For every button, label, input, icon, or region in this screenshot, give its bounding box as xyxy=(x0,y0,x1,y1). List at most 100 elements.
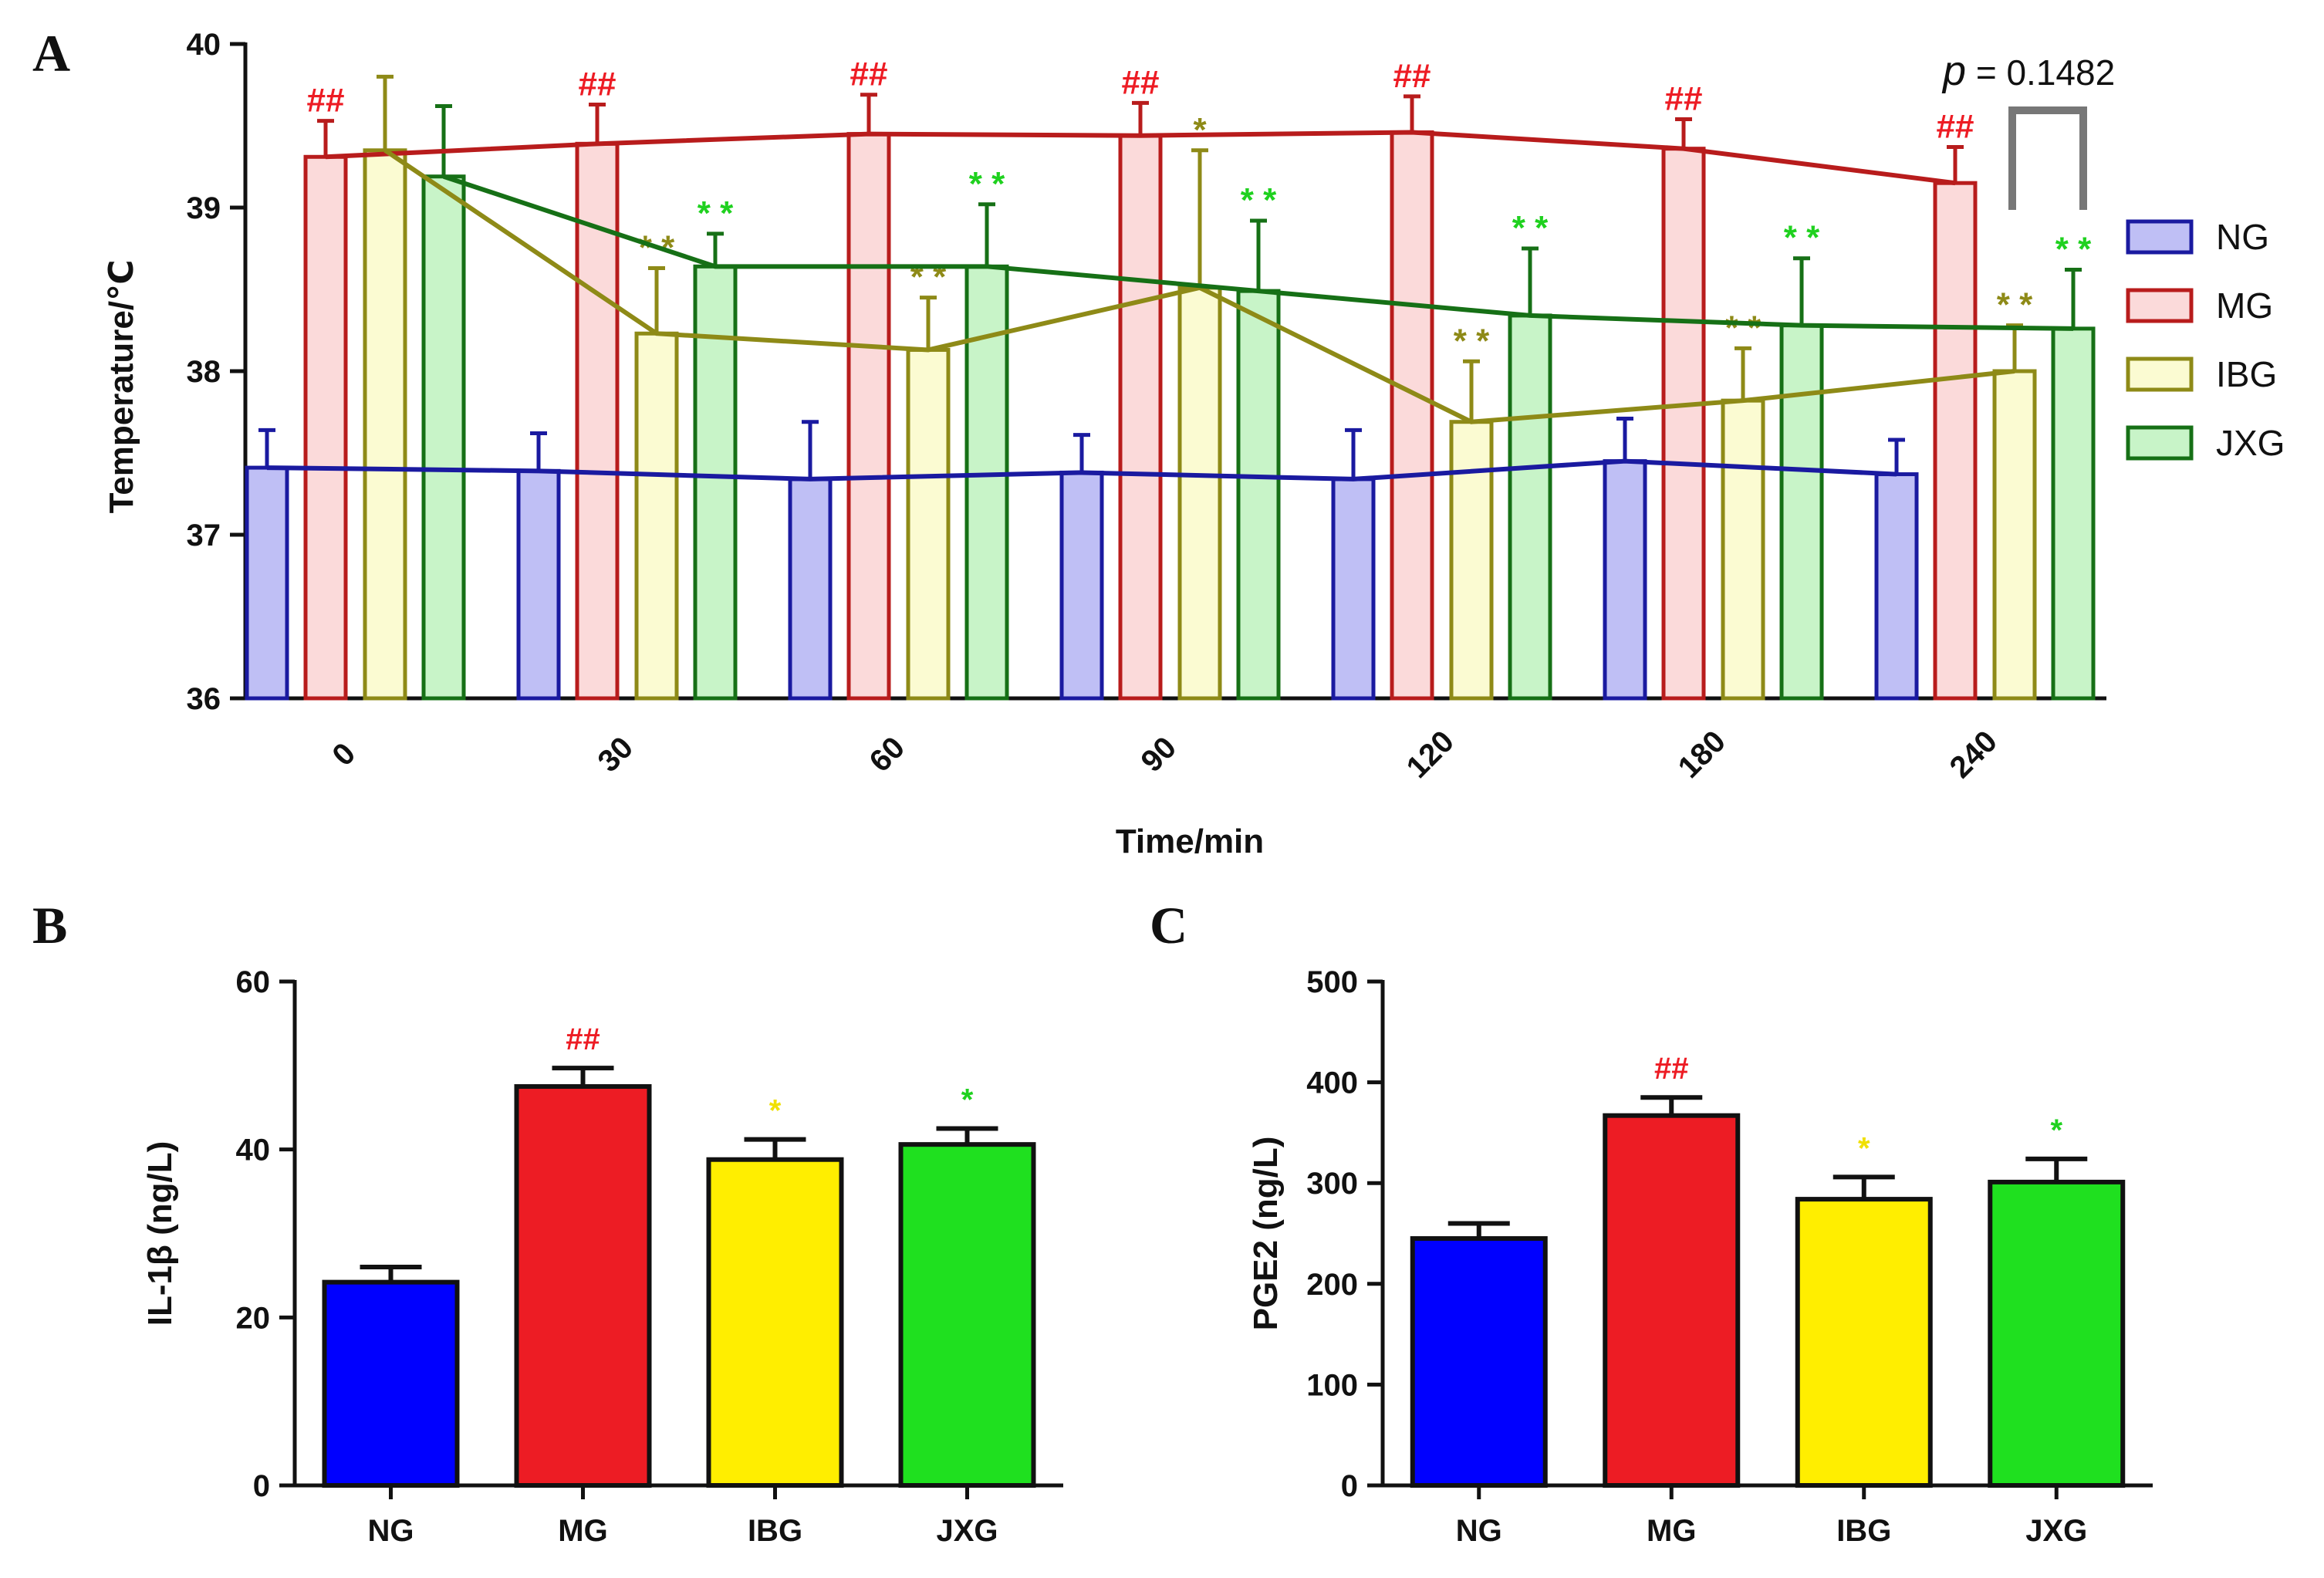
legend-swatch xyxy=(2126,288,2194,323)
x-axis-title: Time/min xyxy=(1116,823,1264,860)
bar xyxy=(1795,1197,1933,1488)
bar xyxy=(322,1279,460,1488)
p-value-text: = 0.1482 xyxy=(1966,52,2115,93)
bar xyxy=(1874,472,1919,701)
significance-mark: ## xyxy=(307,82,345,120)
x-tick-label: 60 xyxy=(863,731,912,779)
y-axis-title: IL-1β (ng/L) xyxy=(141,1141,179,1326)
significance-mark: * xyxy=(961,1083,974,1117)
significance-mark: * * xyxy=(1454,322,1490,360)
x-tick-label: 90 xyxy=(1135,731,1184,779)
significance-mark: * * xyxy=(2055,231,2092,269)
bar xyxy=(1661,147,1706,701)
significance-mark: * xyxy=(1193,111,1207,149)
legend-label: NG xyxy=(2216,217,2269,257)
x-tick-label: JXG xyxy=(2025,1514,2087,1548)
y-tick-label: 200 xyxy=(1306,1268,1358,1302)
significance-mark: * * xyxy=(1241,181,1277,219)
significance-mark: * * xyxy=(1784,219,1820,257)
bar xyxy=(1236,289,1281,701)
series-line xyxy=(266,458,1897,482)
bar xyxy=(1603,1113,1741,1488)
x-tick-label: 240 xyxy=(1944,725,2004,785)
bar xyxy=(1177,286,1222,701)
bar xyxy=(1992,369,2037,701)
bar xyxy=(1779,323,1824,701)
chart-c: 0 100 200 300 400 500 PGE2 (ng/L) NG ## MG * IBG * JX… xyxy=(1247,965,2153,1548)
panel-a-label: A xyxy=(32,24,70,83)
y-tick-label: 40 xyxy=(187,28,221,62)
significance-mark: ## xyxy=(1665,80,1703,118)
significance-mark: ## xyxy=(566,1022,600,1056)
panel-c-label: C xyxy=(1150,896,1187,955)
x-tick-label: 120 xyxy=(1400,725,1461,785)
y-tick-label: 500 xyxy=(1306,965,1358,999)
y-tick-label: 100 xyxy=(1306,1368,1358,1402)
bar xyxy=(906,347,951,701)
bar xyxy=(706,1157,844,1488)
y-tick-label: 40 xyxy=(236,1134,271,1167)
significance-mark: ## xyxy=(850,56,888,93)
y-tick-label: 400 xyxy=(1306,1066,1358,1100)
y-tick-label: 20 xyxy=(236,1301,271,1335)
series-line xyxy=(443,174,2074,331)
bar xyxy=(421,174,466,701)
legend-swatch xyxy=(2126,356,2194,392)
y-tick-label: 37 xyxy=(187,519,221,552)
legend-label: JXG xyxy=(2216,423,2285,463)
p-value-annotation: p = 0.1482 xyxy=(1941,48,2115,94)
x-tick-label: 30 xyxy=(592,731,640,779)
significance-mark: ## xyxy=(1122,63,1160,101)
y-tick-label: 39 xyxy=(187,191,221,225)
x-tick-label: IBG xyxy=(748,1514,802,1548)
panel-b-label: B xyxy=(32,896,67,955)
bar xyxy=(846,132,891,701)
x-tick-label: MG xyxy=(1647,1514,1696,1548)
legend-swatch xyxy=(2126,425,2194,461)
x-tick-label: 180 xyxy=(1672,725,1732,785)
significance-mark: * * xyxy=(1512,209,1549,247)
x-tick-label: NG xyxy=(368,1514,414,1548)
significance-mark: * * xyxy=(698,194,734,232)
significance-mark: * xyxy=(1858,1131,1870,1165)
bar xyxy=(516,468,561,701)
series-line xyxy=(325,130,1956,186)
bar xyxy=(1933,181,1978,701)
bar xyxy=(514,1084,652,1488)
y-axis-title: Temperature/℃ xyxy=(103,260,140,514)
bar xyxy=(575,141,620,701)
y-tick-label: 300 xyxy=(1306,1167,1358,1201)
bar xyxy=(363,148,407,701)
legend-label: IBG xyxy=(2216,354,2277,394)
bar xyxy=(1059,470,1104,701)
bar xyxy=(693,264,738,701)
bar xyxy=(898,1142,1036,1488)
bar xyxy=(788,477,833,701)
legend-label: MG xyxy=(2216,286,2273,326)
bar xyxy=(245,465,289,701)
significance-mark: * * xyxy=(910,258,947,296)
bar xyxy=(2051,326,2096,701)
y-tick-label: 36 xyxy=(187,682,221,716)
y-tick-label: 0 xyxy=(253,1469,270,1503)
x-tick-label: NG xyxy=(1456,1514,1502,1548)
bar xyxy=(634,331,679,701)
chart-b: 0 20 40 60 IL-1β (ng/L) NG ## MG * IBG * JXG xyxy=(141,965,1063,1548)
significance-mark: ## xyxy=(579,65,616,103)
significance-mark: * * xyxy=(969,165,1005,203)
bar xyxy=(1721,398,1765,701)
x-tick-label: IBG xyxy=(1836,1514,1891,1548)
bar xyxy=(1988,1179,2126,1488)
significance-mark: * xyxy=(2050,1113,2062,1147)
significance-mark: ## xyxy=(1654,1052,1689,1086)
p-symbol: p xyxy=(1941,48,1966,94)
legend-swatch xyxy=(2126,219,2194,255)
significance-mark: * xyxy=(769,1094,782,1128)
x-tick-label: JXG xyxy=(936,1514,998,1548)
bar xyxy=(1390,130,1434,701)
bar xyxy=(1410,1236,1548,1488)
y-tick-label: 38 xyxy=(187,355,221,389)
bar xyxy=(303,154,348,701)
comparison-bracket xyxy=(2008,106,2087,210)
